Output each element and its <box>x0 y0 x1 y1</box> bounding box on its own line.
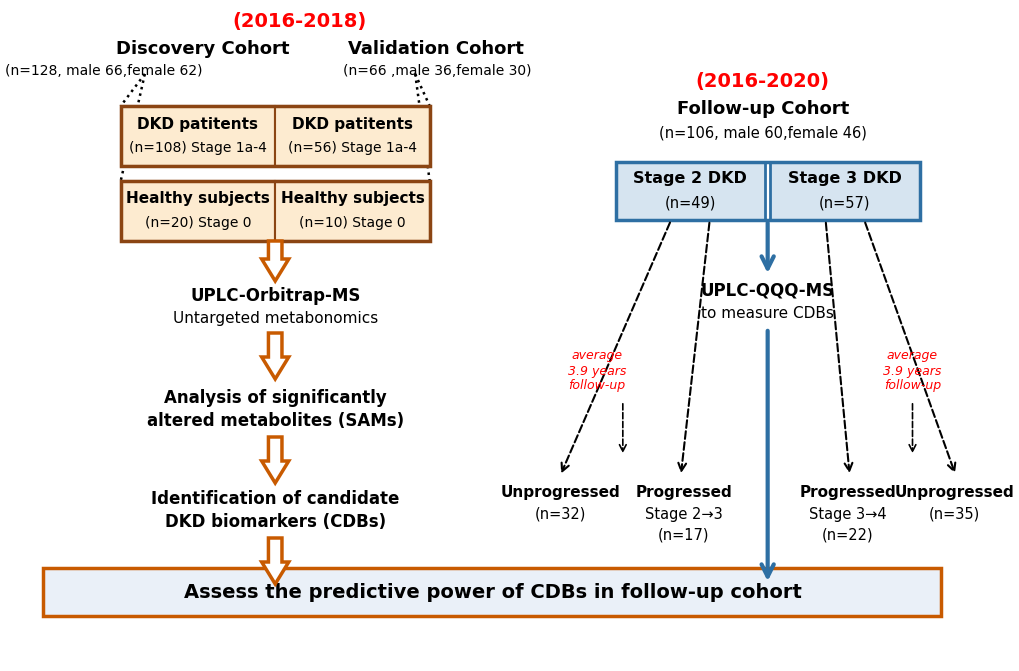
Text: average
3.9 years
follow-up: average 3.9 years follow-up <box>882 350 941 393</box>
Text: DKD patitents: DKD patitents <box>291 117 413 132</box>
Text: Healthy subjects: Healthy subjects <box>280 191 424 207</box>
Text: (n=17): (n=17) <box>657 527 708 542</box>
Text: (n=128, male 66,female 62): (n=128, male 66,female 62) <box>5 64 202 78</box>
Text: DKD patitents: DKD patitents <box>138 117 258 132</box>
Text: Progressed: Progressed <box>635 486 732 501</box>
FancyBboxPatch shape <box>120 181 275 241</box>
Text: (n=35): (n=35) <box>927 507 978 521</box>
Text: Assess the predictive power of CDBs in follow-up cohort: Assess the predictive power of CDBs in f… <box>183 582 801 601</box>
Text: (2016-2020): (2016-2020) <box>695 72 829 91</box>
Text: average
3.9 years
follow-up: average 3.9 years follow-up <box>567 350 626 393</box>
Text: (n=10) Stage 0: (n=10) Stage 0 <box>299 216 406 230</box>
Text: (n=57): (n=57) <box>818 195 870 211</box>
FancyBboxPatch shape <box>120 106 275 166</box>
Text: Follow-up Cohort: Follow-up Cohort <box>676 100 848 118</box>
Text: Discovery Cohort: Discovery Cohort <box>116 40 289 58</box>
Text: (2016-2018): (2016-2018) <box>232 11 366 30</box>
Text: Stage 3 DKD: Stage 3 DKD <box>788 172 901 187</box>
Text: UPLC-Orbitrap-MS: UPLC-Orbitrap-MS <box>190 287 360 305</box>
Text: (n=106, male 60,female 46): (n=106, male 60,female 46) <box>658 125 866 140</box>
FancyBboxPatch shape <box>769 162 919 220</box>
Text: Validation Cohort: Validation Cohort <box>347 40 523 58</box>
Polygon shape <box>262 437 288 483</box>
Text: (n=22): (n=22) <box>821 527 872 542</box>
Text: Healthy subjects: Healthy subjects <box>126 191 270 207</box>
Text: (n=32): (n=32) <box>534 507 585 521</box>
Text: altered metabolites (SAMs): altered metabolites (SAMs) <box>147 412 404 430</box>
Text: UPLC-QQQ-MS: UPLC-QQQ-MS <box>700 282 834 300</box>
FancyBboxPatch shape <box>44 568 941 616</box>
Text: (n=56) Stage 1a-4: (n=56) Stage 1a-4 <box>287 141 417 155</box>
FancyBboxPatch shape <box>275 181 429 241</box>
Text: Unprogressed: Unprogressed <box>894 486 1013 501</box>
Text: (n=20) Stage 0: (n=20) Stage 0 <box>145 216 251 230</box>
Text: Stage 3→4: Stage 3→4 <box>808 507 886 521</box>
FancyBboxPatch shape <box>275 106 429 166</box>
Text: Analysis of significantly: Analysis of significantly <box>164 389 386 407</box>
Text: Stage 2 DKD: Stage 2 DKD <box>633 172 747 187</box>
Text: (n=66 ,male 36,female 30): (n=66 ,male 36,female 30) <box>342 64 531 78</box>
Polygon shape <box>262 241 288 281</box>
Polygon shape <box>262 333 288 379</box>
Polygon shape <box>262 538 288 584</box>
Text: (n=108) Stage 1a-4: (n=108) Stage 1a-4 <box>128 141 267 155</box>
Text: (n=49): (n=49) <box>664 195 715 211</box>
Text: Progressed: Progressed <box>799 486 896 501</box>
Text: Unprogressed: Unprogressed <box>499 486 620 501</box>
Text: Stage 2→3: Stage 2→3 <box>644 507 721 521</box>
Text: to measure CDBs: to measure CDBs <box>700 307 834 321</box>
Text: DKD biomarkers (CDBs): DKD biomarkers (CDBs) <box>164 513 385 531</box>
FancyBboxPatch shape <box>615 162 764 220</box>
Text: Untargeted metabonomics: Untargeted metabonomics <box>172 311 377 327</box>
Text: Identification of candidate: Identification of candidate <box>151 490 399 508</box>
